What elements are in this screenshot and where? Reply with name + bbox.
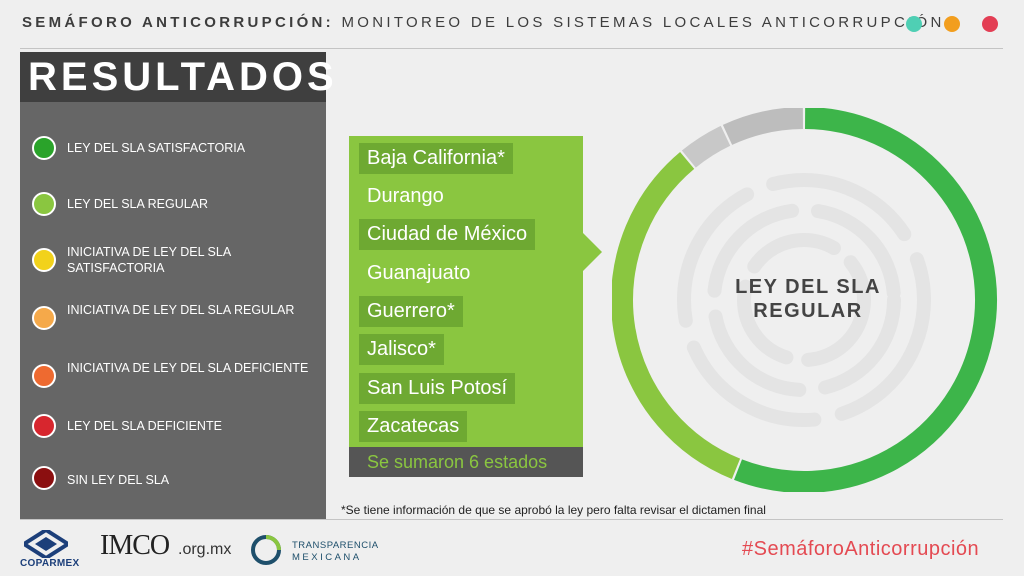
chart-center-label: LEY DEL SLA REGULAR <box>735 276 881 322</box>
state-item: Durango <box>367 185 444 207</box>
legend-label: LEY DEL SLA DEFICIENTE <box>67 419 222 433</box>
state-item: Jalisco* <box>359 334 444 365</box>
state-item: San Luis Potosí <box>359 373 516 404</box>
imco-logo: IMCO <box>100 530 170 561</box>
decorative-inner-rings <box>677 173 931 427</box>
transparencia-mexicana-logo-text: TRANSPARENCIA MEXICANA <box>292 540 379 564</box>
donut-slice <box>612 152 741 480</box>
legend-label: SIN LEY DEL SLA <box>67 473 170 487</box>
footnote: *Se tiene información de que se aprobó l… <box>341 503 766 517</box>
page-header: SEMÁFORO ANTICORRUPCIÓN: MONITOREO DE LO… <box>22 14 941 36</box>
states-panel: Baja California* Durango Ciudad de Méxic… <box>349 136 583 447</box>
donut-slice <box>722 108 804 145</box>
tm-line-1: TRANSPARENCIA <box>292 540 379 551</box>
legend-swatch-icon <box>32 466 56 490</box>
header-title-rest: MONITOREO DE LOS SISTEMAS LOCALES ANTICO… <box>341 14 945 31</box>
legend-swatch-icon <box>32 248 56 272</box>
legend-item: INICIATIVA DE LEY DEL SLA REGULAR <box>20 300 326 336</box>
legend-label: INICIATIVA DE LEY DEL SLA DEFICIENTE <box>67 361 309 375</box>
state-item: Baja California* <box>359 143 513 174</box>
results-title: RESULTADOS <box>20 52 334 102</box>
donut-chart <box>612 108 997 492</box>
donut-slice <box>681 125 731 168</box>
state-item: Guerrero* <box>359 296 463 327</box>
orange-dot-icon <box>944 16 960 32</box>
legend-item: INICIATIVA DE LEY DEL SLA SATISFACTORIA <box>20 242 326 278</box>
footer-divider <box>20 519 1003 520</box>
transparencia-mexicana-logo-icon <box>251 535 281 565</box>
header-dots <box>906 16 998 32</box>
legend-swatch-icon <box>32 414 56 438</box>
header-divider <box>20 48 1003 49</box>
states-summary: Se sumaron 6 estados <box>349 447 583 477</box>
pointer-arrow-icon <box>582 232 602 272</box>
donut-slices <box>612 108 997 492</box>
legend-swatch-icon <box>32 136 56 160</box>
legend-swatch-icon <box>32 306 56 330</box>
header-title-bold: SEMÁFORO ANTICORRUPCIÓN: <box>22 14 334 31</box>
legend-label: LEY DEL SLA REGULAR <box>67 197 209 211</box>
state-item: Guanajuato <box>367 262 471 284</box>
legend-item: LEY DEL SLA REGULAR <box>20 186 326 222</box>
legend-panel: LEY DEL SLA SATISFACTORIA LEY DEL SLA RE… <box>20 102 326 520</box>
teal-dot-icon <box>906 16 922 32</box>
legend-item: INICIATIVA DE LEY DEL SLA DEFICIENTE <box>20 358 326 394</box>
state-item: Ciudad de México <box>359 219 536 250</box>
legend-swatch-icon <box>32 192 56 216</box>
state-item: Zacatecas <box>359 411 468 442</box>
legend-label: INICIATIVA DE LEY DEL SLA REGULAR <box>67 303 295 317</box>
tm-line-2: MEXICANA <box>292 552 362 563</box>
imco-domain: .org.mx <box>178 541 232 558</box>
legend-item: LEY DEL SLA DEFICIENTE <box>20 408 326 444</box>
legend-swatch-icon <box>32 364 56 388</box>
hashtag: #SemáforoAnticorrupción <box>742 538 980 560</box>
legend-item: LEY DEL SLA SATISFACTORIA <box>20 130 326 166</box>
legend-label: LEY DEL SLA SATISFACTORIA <box>67 141 246 155</box>
donut-slice <box>734 108 997 492</box>
coparmex-logo-text: COPARMEX <box>20 558 80 569</box>
legend-label: INICIATIVA DE LEY DEL SLA SATISFACTORIA <box>67 245 231 275</box>
red-dot-icon <box>982 16 998 32</box>
legend-item: SIN LEY DEL SLA <box>20 460 326 496</box>
coparmex-logo-icon <box>24 530 68 558</box>
